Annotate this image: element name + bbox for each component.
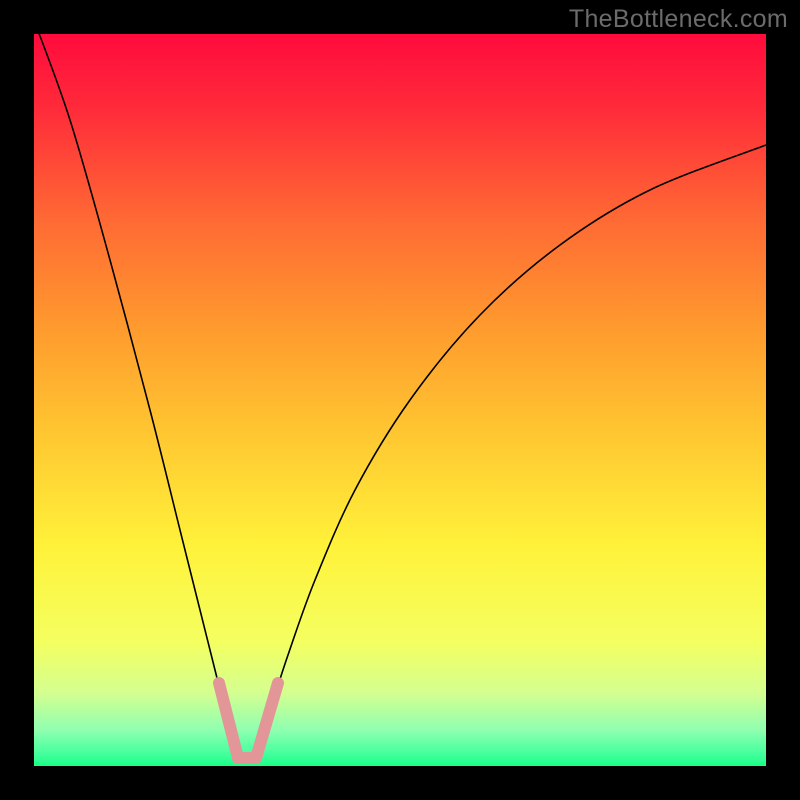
floor-marker-left xyxy=(219,683,238,758)
curve-left-branch xyxy=(34,34,238,760)
floor-marker-right xyxy=(256,683,278,758)
curve-right-branch xyxy=(256,145,766,760)
watermark-text: TheBottleneck.com xyxy=(569,5,788,34)
plot-area xyxy=(34,34,766,766)
curve-layer xyxy=(34,34,766,766)
